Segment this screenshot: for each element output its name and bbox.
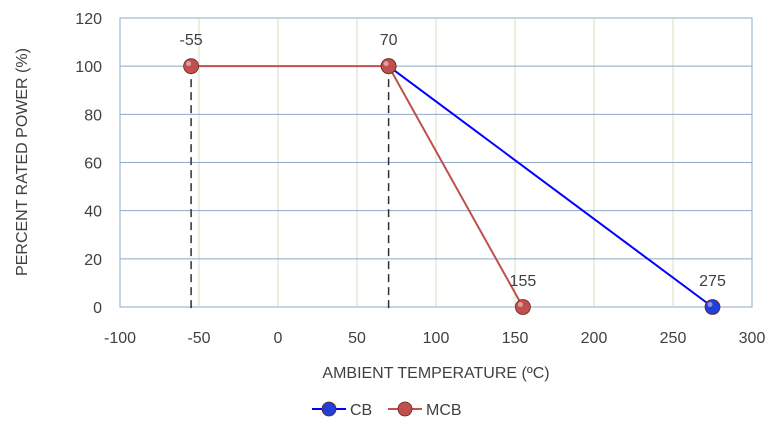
y-tick-label: 20: [84, 252, 102, 269]
y-axis-label: PERCENT RATED POWER (%): [14, 48, 31, 276]
x-tick-label: 300: [739, 330, 766, 347]
series-line-cb: [388, 65, 714, 308]
data-label: 155: [510, 273, 537, 290]
data-point-mcb: [380, 58, 397, 75]
data-point-cb: [704, 299, 721, 315]
data-label: 70: [380, 32, 398, 49]
legend-label-cb: CB: [350, 402, 372, 419]
x-tick-label: 250: [660, 330, 687, 347]
data-annotations: -55 70 155 275: [180, 32, 726, 290]
x-tick-label: 100: [423, 330, 450, 347]
legend-marker-cb: [321, 401, 337, 417]
data-label: -55: [180, 32, 203, 49]
data-point-highlight: [383, 61, 389, 67]
x-tick-label: 50: [348, 330, 366, 347]
data-points: [183, 58, 721, 315]
data-label: 275: [699, 273, 726, 290]
x-tick-label: 0: [274, 330, 283, 347]
data-point-mcb: [183, 58, 200, 75]
data-point-highlight: [517, 302, 523, 307]
y-tick-label: 100: [75, 59, 102, 76]
data-point-highlight: [186, 61, 192, 67]
legend-marker-mcb: [397, 401, 413, 417]
legend-label-mcb: MCB: [426, 402, 462, 419]
data-point-highlight: [707, 302, 713, 307]
y-tick-label: 40: [84, 204, 102, 221]
y-tick-label: 120: [75, 11, 102, 28]
x-tick-label: -100: [104, 330, 136, 347]
data-point-mcb: [515, 299, 531, 315]
y-tick-label: 80: [84, 107, 102, 124]
tick-labels: -100 -50 0 50 100 150 200 250 300 0 20 40 60 80 100 120: [75, 11, 765, 347]
x-tick-label: -50: [187, 330, 210, 347]
x-tick-label: 200: [581, 330, 608, 347]
legend: CB MCB: [312, 401, 462, 419]
reference-lines: [190, 66, 390, 313]
x-tick-label: 150: [502, 330, 529, 347]
y-tick-label: 60: [84, 156, 102, 173]
y-tick-label: 0: [93, 300, 102, 317]
x-axis-label: AMBIENT TEMPERATURE (ºC): [322, 365, 549, 382]
